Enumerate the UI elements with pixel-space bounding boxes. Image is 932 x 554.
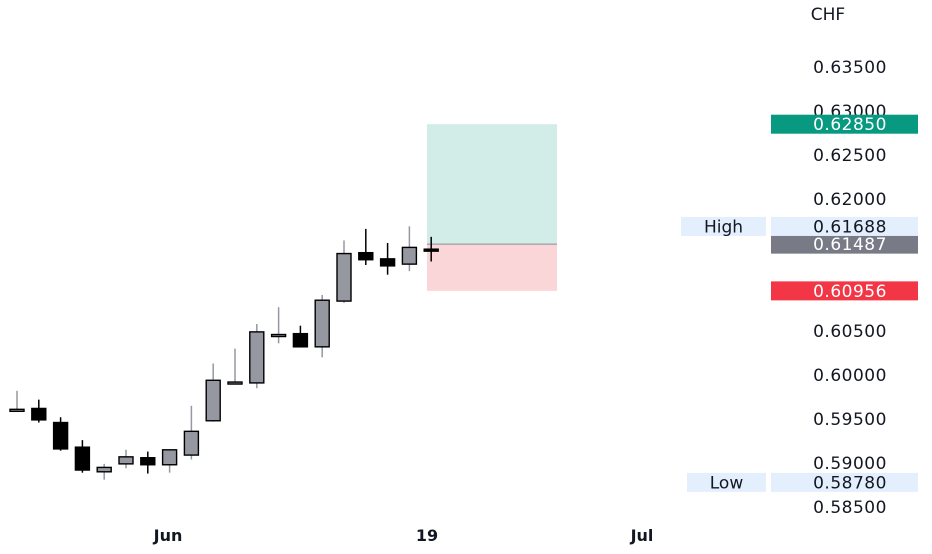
candle: [249, 323, 265, 389]
price-tick-label: 0.62000: [813, 190, 887, 210]
candle-body: [183, 430, 200, 456]
target-price-label-bg: [771, 114, 918, 134]
price-tick-label: 0.60000: [813, 366, 887, 386]
low-label-tag-text: Low: [710, 473, 744, 493]
candle: [118, 449, 134, 469]
time-axis[interactable]: Jun 19 Jul: [153, 526, 654, 545]
candle: [52, 417, 69, 451]
target-price-label-text: 0.62850: [813, 115, 887, 135]
candle: [74, 440, 91, 473]
candle-body: [31, 407, 47, 421]
low-label-tag-bg: [687, 472, 766, 492]
candle: [336, 240, 352, 303]
low-label-value-bg: [771, 472, 918, 492]
candle: [227, 348, 243, 385]
candle: [270, 307, 287, 344]
candle-body: [9, 408, 25, 413]
stop-price-label-text: 0.60956: [813, 282, 887, 302]
high-label-value-bg: [771, 216, 918, 236]
candle: [292, 325, 309, 348]
target-price-label: 0.62850: [771, 114, 918, 135]
position-tool[interactable]: [427, 124, 557, 291]
axis-currency-label: CHF: [811, 5, 845, 25]
candle: [161, 449, 178, 473]
profit-zone: [427, 124, 557, 245]
candle: [205, 363, 221, 422]
candle-body: [358, 251, 374, 261]
price-tick-label: 0.62500: [813, 146, 887, 166]
price-axis[interactable]: CHF0.635000.630000.625000.620000.605000.…: [811, 5, 887, 518]
price-labels: 0.62850 0.61487 0.60956 High 0.61688 Low 0.587…: [681, 114, 918, 493]
entry-price-label-text: 0.61487: [813, 235, 887, 255]
candle-body: [336, 252, 352, 302]
stop-price-label-bg: [771, 281, 918, 301]
candle-body: [292, 332, 309, 348]
candles: [9, 226, 439, 480]
candle-body: [227, 381, 243, 385]
high-label-tag-text: High: [704, 217, 743, 237]
candle-body: [96, 466, 112, 473]
entry-price-label: 0.61487: [771, 234, 918, 255]
loss-zone: [427, 244, 557, 291]
candle: [183, 405, 200, 460]
candle: [379, 243, 396, 275]
candle-body: [379, 258, 396, 267]
candle-body: [205, 379, 221, 422]
candle-body: [314, 299, 330, 348]
candle: [96, 463, 112, 480]
price-tick-label: 0.59500: [813, 410, 887, 430]
candle-body: [118, 456, 134, 465]
candle: [358, 228, 374, 265]
candle: [423, 236, 439, 262]
candle-body: [423, 248, 439, 252]
time-tick-label: 19: [416, 526, 438, 545]
low-label: Low 0.58780: [687, 472, 918, 493]
candle-body: [401, 246, 418, 265]
candle: [401, 226, 418, 272]
candle: [140, 451, 156, 474]
price-tick-label: 0.63500: [813, 58, 887, 78]
time-tick-label: Jul: [630, 526, 654, 545]
candle-body: [270, 333, 287, 338]
candle-body: [52, 421, 69, 450]
candle-body: [74, 446, 91, 471]
stop-price-label: 0.60956: [771, 281, 918, 302]
candle-body: [140, 457, 156, 466]
price-tick-label: 0.58500: [813, 498, 887, 518]
entry-price-label-bg: [771, 234, 918, 254]
candle-body: [249, 331, 265, 384]
candle: [9, 390, 25, 413]
candle-body: [161, 449, 178, 466]
price-tick-label: 0.60500: [813, 322, 887, 342]
price-tick-label: 0.59000: [813, 454, 887, 474]
high-label-value-text: 0.61688: [813, 217, 887, 237]
high-label-tag-bg: [681, 216, 766, 236]
time-tick-label: Jun: [153, 526, 183, 545]
high-label: High 0.61688: [681, 216, 918, 237]
candle: [314, 294, 330, 358]
low-label-value-text: 0.58780: [813, 473, 887, 493]
candle: [31, 399, 47, 423]
